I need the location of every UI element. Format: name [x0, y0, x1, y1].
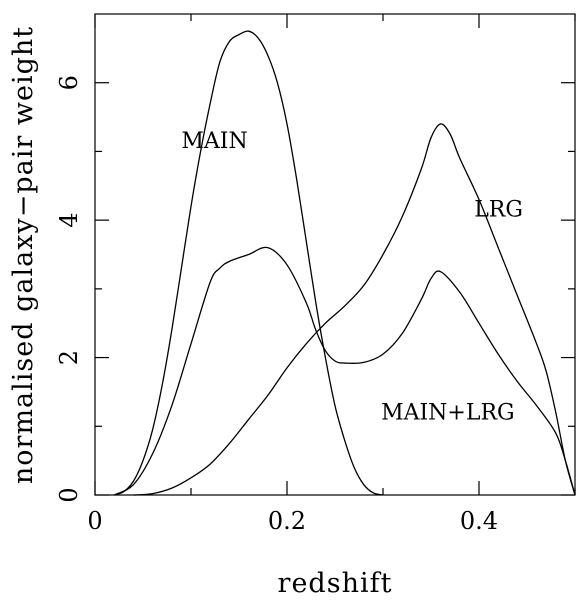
ticks — [94, 14, 576, 496]
y-tick-label: 6 — [55, 75, 83, 90]
y-tick-label: 2 — [55, 350, 83, 365]
x-tick-label: 0 — [87, 507, 102, 535]
series-label-lrg: LRG — [474, 198, 523, 223]
curve-main — [113, 30, 384, 496]
series-labels: MAIN LRG MAIN+LRG — [181, 129, 523, 425]
y-axis-title: normalised galaxy−pair weight — [8, 26, 39, 484]
tick-labels: 0 0.2 0.4 0 2 4 6 — [55, 75, 498, 535]
x-axis-title: redshift — [278, 568, 393, 599]
curve-main-lrg — [113, 246, 576, 496]
x-tick-label: 0.2 — [268, 507, 306, 535]
x-tick-label: 0.4 — [460, 507, 498, 535]
y-tick-label: 4 — [55, 213, 83, 228]
series-label-main: MAIN — [181, 129, 247, 154]
plot-frame — [94, 13, 576, 496]
curves — [113, 30, 576, 496]
curve-lrg — [133, 123, 576, 496]
series-label-main-lrg: MAIN+LRG — [381, 400, 515, 425]
y-tick-label: 0 — [55, 487, 83, 502]
